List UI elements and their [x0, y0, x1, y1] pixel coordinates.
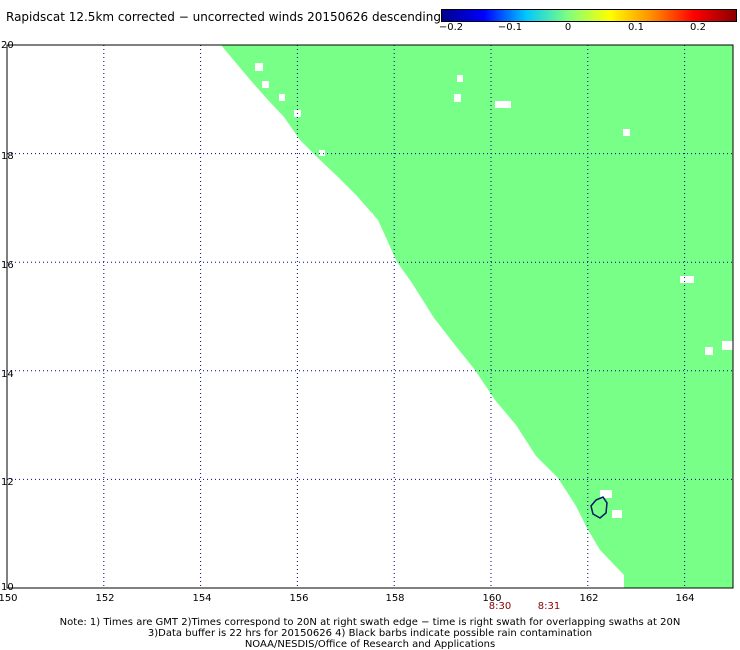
- lat-tick-label: 12: [1, 477, 14, 488]
- map-gridlines: [7, 45, 733, 588]
- missing-data-cell: [623, 129, 630, 136]
- missing-data-cell: [454, 94, 461, 102]
- lon-tick-label: 164: [675, 593, 694, 604]
- missing-data-cell: [279, 94, 285, 101]
- missing-data-cell: [262, 81, 269, 88]
- note-line-3: NOAA/NESDIS/Office of Research and Appli…: [244, 639, 496, 650]
- colorbar-tick: 0.2: [690, 22, 706, 33]
- lon-tick-label: 156: [289, 593, 308, 604]
- missing-data-cell: [457, 75, 463, 82]
- lon-tick-label: 158: [385, 593, 404, 604]
- colorbar-tick: −0.1: [497, 22, 523, 33]
- wind-swath: [221, 45, 733, 588]
- lat-tick-label: 16: [1, 260, 14, 271]
- missing-data-cell: [612, 510, 622, 518]
- rain-contour: [590, 496, 608, 519]
- missing-data-cell: [319, 150, 325, 156]
- colorbar: [441, 9, 737, 22]
- lat-tick-label: 20: [1, 40, 14, 51]
- colorbar-tick: 0.1: [628, 22, 644, 33]
- lon-tick-label: 152: [95, 593, 114, 604]
- colorbar-tick: 0: [564, 22, 572, 33]
- note-line-1: Note: 1) Times are GMT 2)Times correspon…: [59, 617, 681, 628]
- map-frame: [6, 44, 734, 589]
- colorbar-tick: −0.2: [438, 22, 464, 33]
- swath-time-label: 8:30: [489, 601, 511, 612]
- missing-data-cell: [705, 347, 713, 355]
- lon-tick-label: 154: [192, 593, 211, 604]
- lon-tick-label: 162: [579, 593, 598, 604]
- lat-tick-label: 18: [1, 151, 14, 162]
- missing-data-cell: [366, 213, 373, 220]
- lon-tick-label: 150: [0, 593, 18, 604]
- lat-tick-label: 10: [1, 582, 14, 593]
- lat-tick-label: 14: [1, 369, 14, 380]
- note-line-2: 3)Data buffer is 22 hrs for 20150626 4) …: [147, 628, 593, 639]
- missing-data-cell: [600, 490, 612, 498]
- lon-tick-label: 160: [482, 593, 501, 604]
- swath-time-label: 8:31: [538, 601, 560, 612]
- missing-data-cell: [680, 276, 694, 283]
- missing-data-cell: [722, 341, 733, 350]
- plot-title: Rapidscat 12.5km corrected − uncorrected…: [6, 10, 441, 24]
- missing-data-cell: [495, 101, 511, 108]
- missing-data-cell: [255, 63, 263, 71]
